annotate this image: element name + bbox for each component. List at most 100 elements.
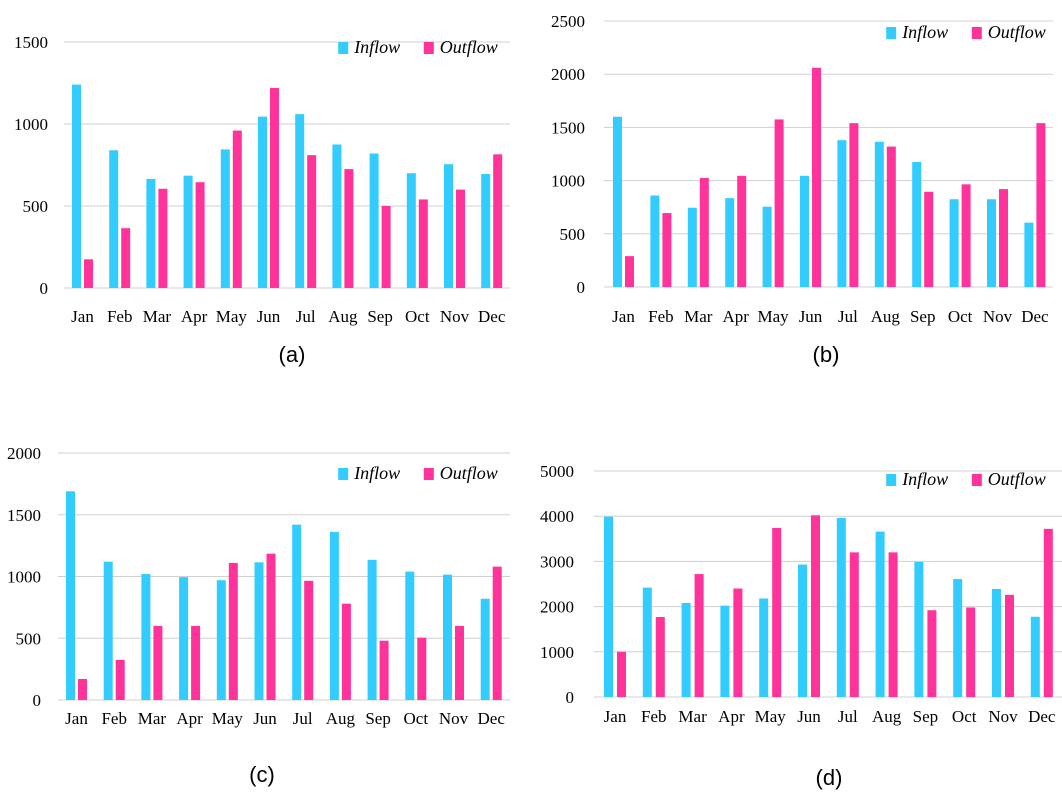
x-tick-label: Dec xyxy=(1028,707,1056,726)
legend: Inflow Outflow xyxy=(338,37,498,57)
outflow-bar xyxy=(811,515,820,697)
outflow-bar xyxy=(625,256,634,287)
y-tick-label: 3000 xyxy=(540,552,574,571)
inflow-bar xyxy=(837,140,847,287)
inflow-bar xyxy=(613,116,622,287)
inflow-bar xyxy=(687,207,697,287)
x-tick-label: Feb xyxy=(107,307,133,326)
x-tick-label: May xyxy=(216,307,248,326)
inflow-bar xyxy=(481,174,491,288)
x-tick-label: Oct xyxy=(405,307,430,326)
y-tick-label: 1000 xyxy=(14,115,48,134)
outflow-bar xyxy=(849,123,859,287)
outflow-bar xyxy=(78,679,87,700)
outflow-bar xyxy=(115,659,125,700)
legend-swatch-outflow xyxy=(971,27,982,39)
outflow-bar xyxy=(733,588,743,697)
legend-label-inflow: Inflow xyxy=(353,463,400,483)
inflow-bar xyxy=(949,199,959,287)
outflow-bar xyxy=(379,640,389,700)
x-tick-label: Jul xyxy=(838,707,858,726)
y-tick-label: 2500 xyxy=(551,12,585,31)
inflow-bar xyxy=(914,561,924,697)
x-tick-label: Jan xyxy=(612,307,635,326)
x-tick-label: Sep xyxy=(365,709,391,728)
outflow-bar xyxy=(84,259,93,288)
x-tick-label: Dec xyxy=(1021,307,1049,326)
outflow-bar xyxy=(153,625,163,700)
outflow-bar xyxy=(417,637,427,700)
legend-swatch-inflow xyxy=(886,474,897,486)
x-tick-label: Jun xyxy=(799,307,823,326)
x-tick-label: Jun xyxy=(797,707,821,726)
inflow-bar xyxy=(329,532,339,700)
x-tick-label: Jun xyxy=(253,709,277,728)
outflow-bar xyxy=(266,553,276,700)
outflow-bar xyxy=(961,184,971,287)
x-tick-label: Dec xyxy=(478,709,506,728)
y-tick-label: 0 xyxy=(577,278,586,297)
x-tick-label: May xyxy=(755,707,787,726)
inflow-bar xyxy=(292,524,302,700)
chart-panel-c: 0 500 1000 1500 2000 Jan Feb Mar Apr May Jun Jul Aug… xyxy=(0,440,520,740)
outflow-bar xyxy=(341,603,351,700)
inflow-bar xyxy=(725,198,735,287)
chart-panel-d: 0 1000 2000 3000 4000 5000 Jan Feb Mar Apr May Jun J… xyxy=(528,440,1062,740)
x-tick-label: Nov xyxy=(983,307,1013,326)
outflow-bar xyxy=(662,213,672,287)
outflow-bar xyxy=(737,175,747,287)
x-tick-label: Mar xyxy=(138,709,167,728)
inflow-bar xyxy=(367,559,377,700)
inflow-bar xyxy=(254,562,264,700)
x-tick-label: Oct xyxy=(404,709,429,728)
legend-label-inflow: Inflow xyxy=(901,469,948,489)
x-tick-label: Feb xyxy=(648,307,674,326)
legend: Inflow Outflow xyxy=(338,463,498,483)
inflow-bar xyxy=(798,564,807,697)
inflow-bar xyxy=(759,598,769,697)
outflow-bar xyxy=(304,580,314,700)
y-tick-label: 500 xyxy=(23,197,49,216)
y-tick-label: 1500 xyxy=(14,33,48,52)
inflow-bar xyxy=(66,491,75,700)
x-tick-label: Nov xyxy=(988,707,1018,726)
x-tick-label: Sep xyxy=(367,307,393,326)
outflow-bar xyxy=(888,552,898,697)
x-tick-label: Aug xyxy=(326,709,356,728)
y-tick-label: 1000 xyxy=(551,172,585,191)
outflow-bar xyxy=(456,189,465,288)
inflow-bar xyxy=(800,175,809,287)
inflow-bar xyxy=(103,561,113,700)
inflow-bar xyxy=(650,195,660,287)
y-tick-label: 1500 xyxy=(551,118,585,137)
x-tick-label: Jan xyxy=(65,709,88,728)
outflow-bar xyxy=(344,169,354,288)
y-tick-label: 0 xyxy=(566,688,575,707)
outflow-bar xyxy=(195,182,205,288)
outflow-bar xyxy=(270,87,279,288)
x-tick-label: Aug xyxy=(871,307,901,326)
outflow-bar xyxy=(699,177,709,287)
chart-a-svg: 0 500 1000 1500 Jan Feb Mar Apr May Jun Jul Aug Sep O… xyxy=(14,33,510,326)
legend-swatch-outflow xyxy=(971,474,982,486)
x-tick-label: Mar xyxy=(678,707,707,726)
inflow-bar xyxy=(443,574,452,700)
inflow-bar xyxy=(642,587,652,697)
inflow-bar xyxy=(912,161,922,287)
legend-swatch-inflow xyxy=(338,468,349,480)
outflow-bar xyxy=(232,130,242,288)
outflow-bar xyxy=(1005,594,1014,697)
outflow-bar xyxy=(191,625,201,700)
y-tick-label: 5000 xyxy=(540,462,574,481)
x-tick-label: Jun xyxy=(257,307,281,326)
chart-b-svg: 0 500 1000 1500 2000 2500 Jan Feb Mar Apr May Jun Ju… xyxy=(551,12,1053,326)
y-tick-label: 1500 xyxy=(7,506,41,525)
x-tick-label: Feb xyxy=(641,707,667,726)
legend-swatch-outflow xyxy=(423,468,434,480)
outflow-bar xyxy=(886,146,896,287)
y-tick-label: 2000 xyxy=(540,598,574,617)
outflow-bar xyxy=(418,199,428,288)
x-tick-label: Sep xyxy=(910,307,936,326)
legend-label-inflow: Inflow xyxy=(353,37,400,57)
outflow-bar xyxy=(694,574,704,697)
